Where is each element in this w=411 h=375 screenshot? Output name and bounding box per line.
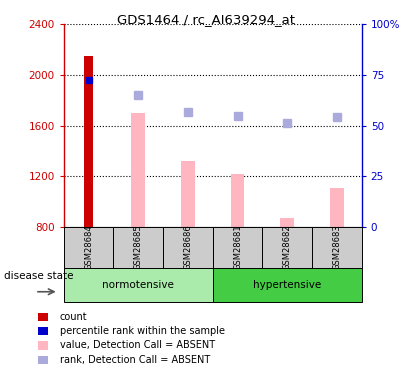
- Text: GSM28684: GSM28684: [84, 225, 93, 270]
- Bar: [213, 227, 262, 268]
- Text: count: count: [60, 312, 87, 322]
- Bar: [262, 227, 312, 268]
- Bar: [312, 227, 362, 268]
- Text: GSM28683: GSM28683: [332, 225, 342, 270]
- Text: GSM28681: GSM28681: [233, 225, 242, 270]
- Text: GSM28682: GSM28682: [283, 225, 292, 270]
- Bar: [131, 113, 145, 227]
- Text: rank, Detection Call = ABSENT: rank, Detection Call = ABSENT: [60, 355, 210, 364]
- Text: hypertensive: hypertensive: [253, 280, 321, 290]
- Bar: [280, 218, 294, 227]
- Bar: [64, 227, 113, 268]
- Bar: [113, 227, 163, 268]
- Bar: [330, 188, 344, 227]
- Bar: [84, 56, 93, 227]
- Text: GSM28685: GSM28685: [134, 225, 143, 270]
- Text: GSM28686: GSM28686: [183, 225, 192, 270]
- Bar: [231, 174, 245, 227]
- Bar: [163, 227, 213, 268]
- Text: value, Detection Call = ABSENT: value, Detection Call = ABSENT: [60, 340, 215, 350]
- Text: normotensive: normotensive: [102, 280, 174, 290]
- Text: disease state: disease state: [4, 271, 74, 280]
- Text: GDS1464 / rc_AI639294_at: GDS1464 / rc_AI639294_at: [116, 13, 295, 26]
- Bar: [181, 161, 195, 227]
- Bar: [64, 268, 213, 302]
- Text: percentile rank within the sample: percentile rank within the sample: [60, 326, 224, 336]
- Bar: [213, 268, 362, 302]
